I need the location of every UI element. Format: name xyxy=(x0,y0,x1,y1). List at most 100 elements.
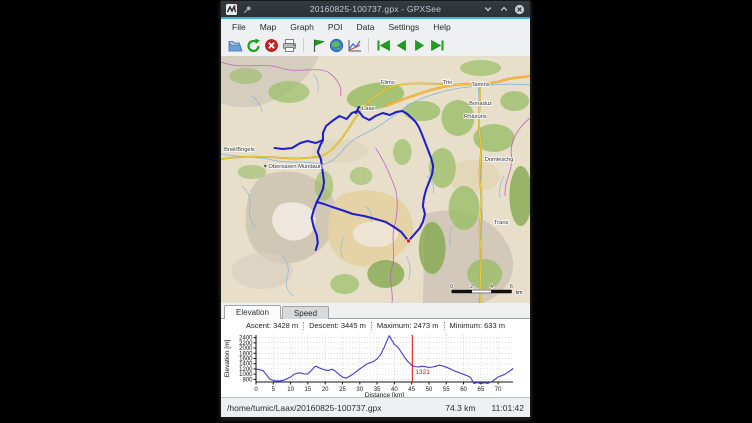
open-file-button[interactable] xyxy=(226,36,244,54)
map-roads xyxy=(221,74,530,303)
file-path: /home/tumic/Laax/20160825-100737.gpx xyxy=(227,402,382,413)
svg-text:2000: 2000 xyxy=(239,346,253,352)
map-forests xyxy=(229,60,530,294)
graph-stats-line: Ascent: 3428 m Descent: 3445 m Maximum: 24… xyxy=(221,319,530,332)
y-axis-label: Elevation [m] xyxy=(224,340,231,378)
previous-track-button[interactable] xyxy=(392,36,410,54)
map-scale-bar: 0 2 4 6km xyxy=(450,283,523,296)
svg-text:60: 60 xyxy=(460,387,467,393)
pin-icon[interactable] xyxy=(243,5,252,14)
first-track-icon xyxy=(377,39,390,51)
marker-value: 1321 xyxy=(415,369,430,376)
title-bar[interactable]: 20160825-100737.gpx - GPXSee xyxy=(221,1,530,17)
next-track-icon xyxy=(414,39,424,51)
svg-text:5: 5 xyxy=(272,387,276,393)
gps-track xyxy=(264,106,435,251)
active-window-accent-line xyxy=(221,17,530,19)
track-polyline xyxy=(315,110,435,242)
menu-item-graph[interactable]: Graph xyxy=(290,21,314,32)
elevation-series xyxy=(255,335,514,385)
svg-text:25: 25 xyxy=(339,387,346,393)
svg-text:km: km xyxy=(516,290,523,296)
map-label: Flims xyxy=(381,80,395,86)
print-file-icon xyxy=(282,38,296,52)
tab-speed[interactable]: Speed xyxy=(281,306,330,319)
x-axis-label: Distance [km] xyxy=(365,392,405,397)
map-label: Laax xyxy=(362,106,375,112)
svg-text:1800: 1800 xyxy=(239,351,253,357)
close-icon[interactable] xyxy=(514,4,525,15)
map-label: Breil/Brigels xyxy=(224,147,255,153)
town-dot xyxy=(264,164,267,168)
elevation-chart: 0 5 10 15 20 25 30 35 40 45 50 55 60 65 70800100012001… xyxy=(224,335,514,397)
map-label: Domleschg xyxy=(485,157,514,163)
tab-elevation[interactable]: Elevation xyxy=(224,305,281,319)
map-terrain xyxy=(221,56,514,303)
menu-item-poi[interactable]: POI xyxy=(327,21,343,32)
svg-text:2200: 2200 xyxy=(239,341,253,347)
map-view[interactable]: Flims Laax Trin Tamins Bonaduz Rhäzüns Breil/B… xyxy=(221,56,530,303)
track-polyline xyxy=(354,106,361,114)
menu-item-file[interactable]: File xyxy=(232,21,246,32)
stat-item: Descent: 3445 m xyxy=(309,321,366,330)
svg-text:65: 65 xyxy=(477,387,484,393)
previous-track-icon xyxy=(396,39,406,51)
track-polyline xyxy=(273,139,324,150)
reload-file-button[interactable] xyxy=(244,36,262,54)
svg-text:15: 15 xyxy=(305,387,312,393)
map-label: Obersaxen Mundaun xyxy=(268,164,322,170)
svg-text:55: 55 xyxy=(443,387,450,393)
reload-file-icon xyxy=(246,38,260,52)
svg-text:0: 0 xyxy=(450,284,453,290)
show-map-icon xyxy=(329,38,343,52)
track-polyline xyxy=(310,201,319,251)
print-file-button[interactable] xyxy=(280,36,298,54)
svg-text:1200: 1200 xyxy=(239,367,253,373)
graph-tab-bar: Elevation Speed xyxy=(221,303,530,319)
menu-item-data[interactable]: Data xyxy=(356,21,375,32)
menu-item-settings[interactable]: Settings xyxy=(388,21,420,32)
svg-text:800: 800 xyxy=(242,377,253,383)
first-track-button[interactable] xyxy=(374,36,392,54)
map-labels: Flims Laax Trin Tamins Bonaduz Rhäzüns Breil/B… xyxy=(223,79,514,227)
menu-bar: File Map Graph POI Data Settings Help xyxy=(221,19,530,34)
close-file-icon xyxy=(264,38,278,52)
stat-item: Maximum: 2473 m xyxy=(376,321,439,330)
menu-item-map[interactable]: Map xyxy=(259,21,277,32)
svg-text:2: 2 xyxy=(470,284,473,290)
svg-text:20: 20 xyxy=(322,387,329,393)
status-bar: /home/tumic/Laax/20160825-100737.gpx 74.… xyxy=(221,397,530,417)
svg-text:2400: 2400 xyxy=(239,336,253,342)
show-graphs-button[interactable] xyxy=(345,36,363,54)
tool-bar xyxy=(221,34,530,56)
toolbar-separator xyxy=(303,38,304,52)
chevron-down-icon[interactable] xyxy=(482,4,493,15)
stat-item: Ascent: 3428 m xyxy=(246,321,299,330)
stat-separator xyxy=(303,321,305,330)
last-track-icon xyxy=(430,39,443,51)
last-track-button[interactable] xyxy=(428,36,446,54)
svg-text:6: 6 xyxy=(510,284,513,290)
map-label: Trin xyxy=(443,80,453,86)
svg-text:1600: 1600 xyxy=(239,357,253,363)
chevron-up-icon[interactable] xyxy=(498,4,509,15)
svg-text:1400: 1400 xyxy=(239,362,253,368)
menu-item-help[interactable]: Help xyxy=(433,21,451,32)
position-marker xyxy=(406,238,411,244)
show-map-button[interactable] xyxy=(327,36,345,54)
track-distance: 74.3 km xyxy=(445,402,476,413)
next-track-button[interactable] xyxy=(410,36,428,54)
window-controls xyxy=(482,4,530,15)
svg-text:45: 45 xyxy=(408,387,415,393)
svg-text:30: 30 xyxy=(356,387,363,393)
stat-item: Minimum: 633 m xyxy=(449,321,505,330)
svg-text:50: 50 xyxy=(426,387,433,393)
close-file-button[interactable] xyxy=(262,36,280,54)
show-poi-button[interactable] xyxy=(309,36,327,54)
app-icon xyxy=(226,3,237,15)
toolbar-separator xyxy=(368,38,369,52)
map-label: Tamins xyxy=(471,82,489,88)
svg-text:1000: 1000 xyxy=(239,372,253,378)
svg-text:40: 40 xyxy=(391,387,398,393)
